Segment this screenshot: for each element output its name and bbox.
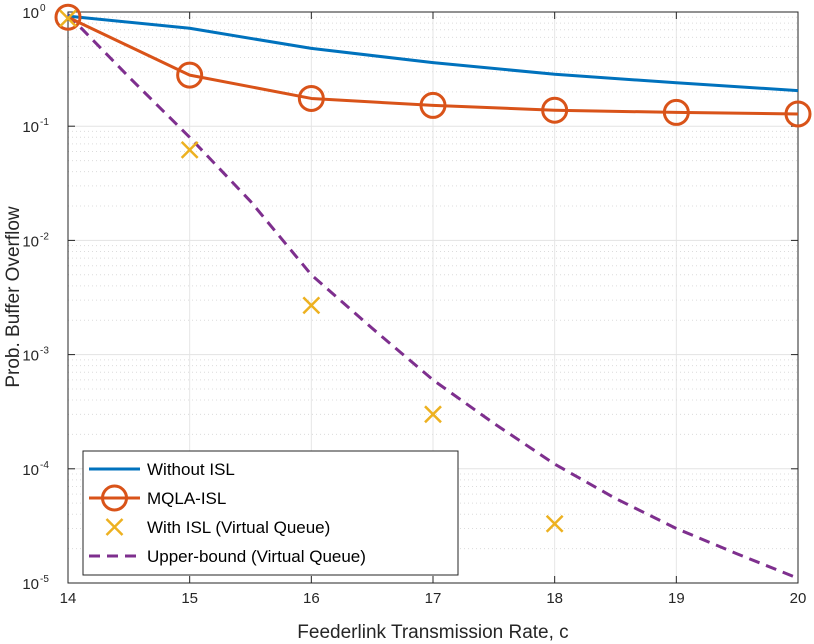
data-point — [302, 296, 321, 315]
x-tick-label: 20 — [790, 590, 807, 607]
y-tick-label-exponent: 0 — [40, 3, 46, 14]
series-upper-bound-virtual-queue — [66, 13, 799, 580]
legend-swatch-marker — [105, 518, 124, 536]
data-point — [176, 61, 204, 89]
data-point — [180, 141, 199, 159]
y-tick-label-exponent: -2 — [40, 231, 49, 242]
data-point — [424, 405, 442, 424]
data-point — [545, 514, 564, 533]
data-point — [59, 9, 77, 28]
series-with-isl-virtual-queue — [59, 9, 564, 533]
legend-entry: MQLA-ISL — [89, 484, 226, 512]
x-marker-stroke — [59, 9, 77, 28]
legend-label: Without ISL — [147, 460, 235, 479]
legend-entry: With ISL (Virtual Queue) — [105, 518, 330, 537]
data-point — [419, 91, 447, 119]
data-point — [297, 84, 325, 112]
legend-entry: Upper-bound (Virtual Queue) — [89, 547, 366, 566]
y-tick-label-base: 10 — [22, 462, 39, 479]
x-tick-label: 19 — [668, 590, 685, 607]
y-tick-label-base: 10 — [22, 5, 39, 22]
series-mqla-isl — [54, 3, 812, 128]
series-line — [66, 13, 799, 580]
y-tick-label-base: 10 — [22, 576, 39, 593]
x-tick-label: 14 — [60, 590, 77, 607]
x-marker-stroke — [424, 405, 442, 424]
legend: Without ISL MQLA-ISL With ISL (Virtual Que… — [82, 450, 459, 576]
x-tick-label: 17 — [425, 590, 442, 607]
series — [54, 3, 812, 580]
y-axis-title: Prob. Buffer Overflow — [3, 206, 24, 388]
data-point — [54, 3, 82, 31]
y-tick-label-exponent: -5 — [40, 574, 49, 585]
y-tick-label-exponent: -3 — [40, 346, 49, 357]
x-tick-label: 15 — [181, 590, 198, 607]
x-tick-label: 18 — [546, 590, 563, 607]
x-marker-stroke — [105, 518, 124, 536]
legend-swatch-marker — [101, 484, 128, 512]
series-line — [67, 15, 799, 116]
y-tick-label-base: 10 — [22, 233, 39, 250]
y-tick-label-exponent: -1 — [40, 117, 49, 128]
series-without-isl — [67, 14, 799, 93]
data-point — [784, 100, 812, 128]
x-marker-stroke — [302, 296, 321, 315]
y-tick-label-base: 10 — [22, 119, 39, 136]
legend-label: Upper-bound (Virtual Queue) — [147, 547, 366, 566]
series-line — [67, 14, 799, 93]
legend-label: MQLA-ISL — [147, 489, 226, 508]
y-tick-label-base: 10 — [22, 348, 39, 365]
legend-label: With ISL (Virtual Queue) — [147, 518, 330, 537]
x-axis-title: Feederlink Transmission Rate, c — [297, 622, 568, 643]
legend-box — [82, 450, 459, 576]
x-marker-stroke — [180, 141, 199, 159]
x-tick-label: 16 — [303, 590, 320, 607]
y-tick-label-exponent: -4 — [40, 460, 49, 471]
data-point — [662, 98, 690, 126]
legend-entry: Without ISL — [89, 460, 235, 479]
data-point — [541, 96, 569, 124]
x-marker-stroke — [545, 514, 564, 533]
